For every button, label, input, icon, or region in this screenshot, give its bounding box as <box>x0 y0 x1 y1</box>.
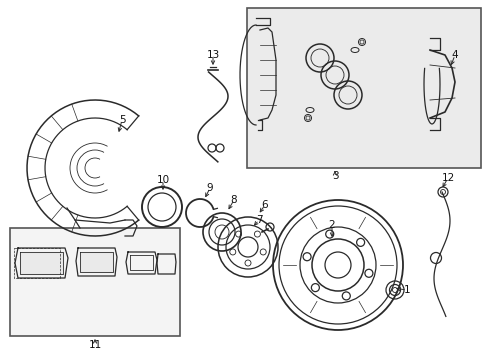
Text: 12: 12 <box>441 173 454 183</box>
Text: 8: 8 <box>230 195 237 205</box>
Bar <box>10 228 180 336</box>
Text: 2: 2 <box>328 220 335 230</box>
Bar <box>246 8 480 168</box>
Text: 3: 3 <box>331 171 338 181</box>
Text: 13: 13 <box>206 50 219 60</box>
Text: 6: 6 <box>261 200 268 210</box>
Text: 4: 4 <box>451 50 457 60</box>
Text: 5: 5 <box>119 115 125 125</box>
Text: 10: 10 <box>156 175 169 185</box>
Text: 1: 1 <box>403 285 409 295</box>
Text: 9: 9 <box>206 183 213 193</box>
Text: 11: 11 <box>88 340 102 350</box>
Text: 7: 7 <box>255 215 262 225</box>
